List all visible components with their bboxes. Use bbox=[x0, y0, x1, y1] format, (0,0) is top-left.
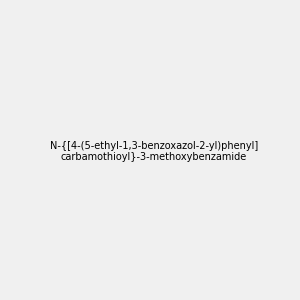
Text: N-{[4-(5-ethyl-1,3-benzoxazol-2-yl)phenyl]
carbamothioyl}-3-methoxybenzamide: N-{[4-(5-ethyl-1,3-benzoxazol-2-yl)pheny… bbox=[50, 141, 258, 162]
